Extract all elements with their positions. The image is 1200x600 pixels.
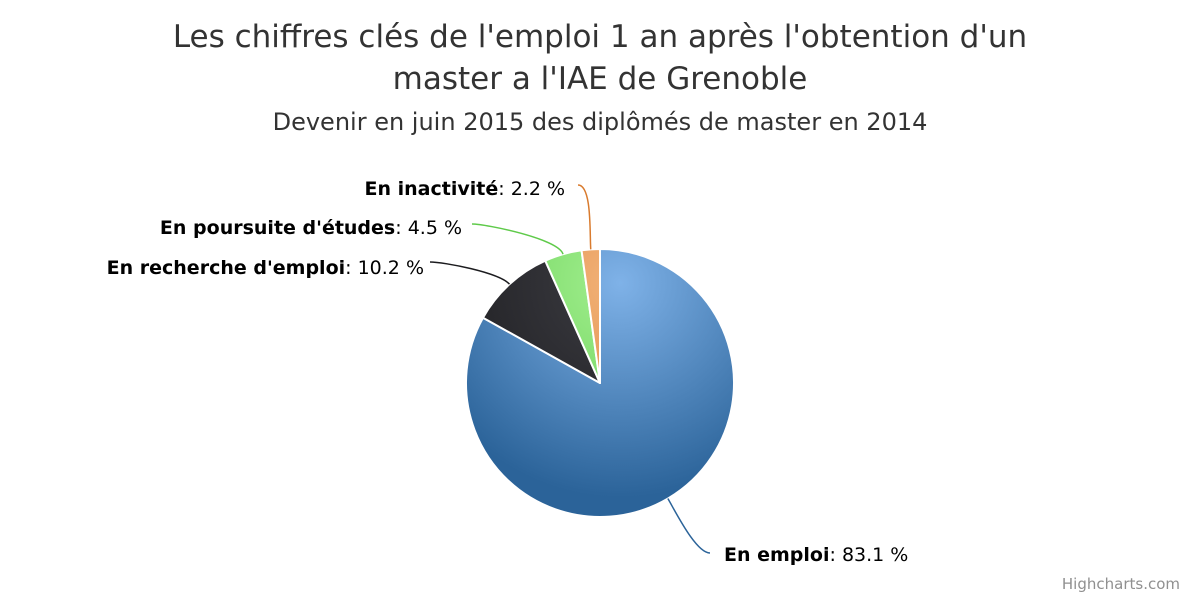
pie-slices <box>465 248 735 518</box>
label-connectors <box>429 184 711 554</box>
pie-slice-en-recherche-d-emploi[interactable] <box>481 259 601 384</box>
credits-link[interactable]: Highcharts.com <box>1062 575 1180 593</box>
connector-en-inactivite <box>577 184 592 250</box>
connector-en-poursuite-d-etudes <box>471 223 564 255</box>
connector-en-recherche-d-emploi <box>429 261 511 285</box>
data-labels: En emploi: 83.1 % En recherche d'emploi: … <box>107 178 909 566</box>
data-label-en-emploi: En emploi: 83.1 % <box>724 544 908 566</box>
data-label-en-poursuite-d-etudes: En poursuite d'études: 4.5 % <box>160 217 462 239</box>
chart-title-line-2: master a l'IAE de Grenoble <box>393 61 808 97</box>
chart-subtitle: Devenir en juin 2015 des diplômés de mas… <box>273 108 928 136</box>
data-label-en-recherche-d-emploi: En recherche d'emploi: 10.2 % <box>107 257 424 279</box>
connector-en-emploi <box>667 498 711 554</box>
chart-title-line-1: Les chiffres clés de l'emploi 1 an après… <box>173 19 1027 55</box>
data-label-en-inactivite: En inactivité: 2.2 % <box>365 178 565 200</box>
